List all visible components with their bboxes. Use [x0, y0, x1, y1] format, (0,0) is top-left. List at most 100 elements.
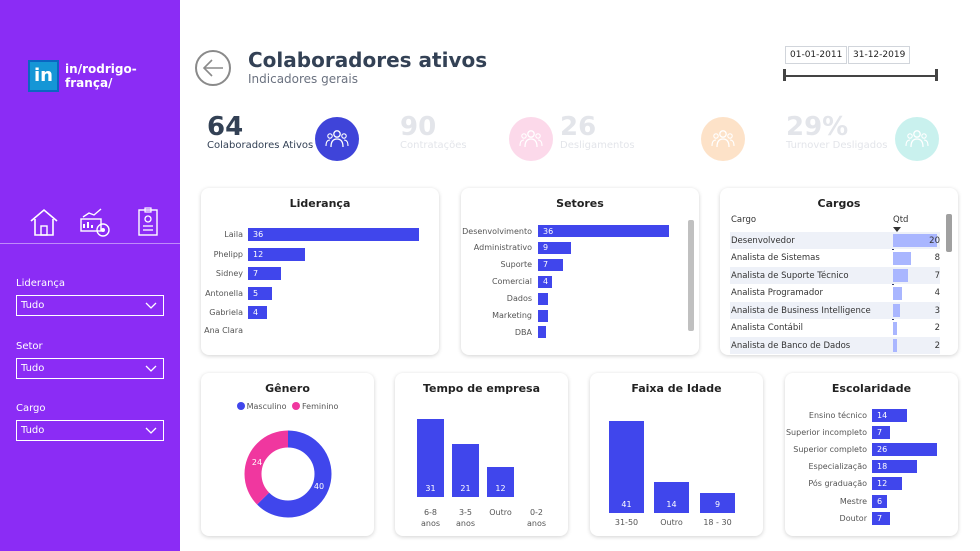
col-header-cargo[interactable]: Cargo — [731, 215, 757, 225]
bar[interactable]: 9 — [538, 241, 571, 254]
bar[interactable]: 7 — [538, 258, 563, 271]
setores-card: Setores Desenvolvimento 36 Administrativo 9… — [461, 188, 699, 355]
escolaridade-row[interactable]: Superior completo 26 — [785, 443, 937, 457]
qtd-bar — [893, 339, 898, 352]
kpi-0[interactable]: 64 Colaboradores Ativos — [207, 112, 313, 151]
table-row[interactable]: Analista de Business Intelligence 3 — [730, 302, 940, 319]
lideranca-row[interactable]: Phelipp 12 — [201, 247, 305, 261]
bar[interactable]: 12 — [487, 466, 514, 497]
table-row[interactable]: Analista de Sistemas 8 — [730, 249, 940, 267]
setores-scrollbar[interactable] — [688, 220, 694, 331]
bar[interactable]: 9 — [700, 492, 735, 513]
cargos-card: Cargos Cargo Qtd Desenvolvedor 20 Analista… — [720, 188, 958, 355]
lideranca-card: Liderança Laila 36 Phelipp 12 Sidney 7 Antonel… — [201, 188, 439, 355]
kpi-people-icon — [315, 117, 359, 161]
bar-value: 14 — [666, 499, 677, 509]
setores-row[interactable]: Marketing — [461, 309, 549, 322]
bar[interactable]: 14 — [872, 409, 907, 422]
bar-category: Dados — [506, 294, 532, 304]
setores-row[interactable]: Administrativo 9 — [461, 241, 571, 254]
bar[interactable]: 18 — [872, 460, 917, 474]
table-row[interactable]: Analista Contábil 2 — [730, 319, 940, 337]
lideranca-row[interactable]: Antonella 5 — [201, 286, 272, 300]
date-end-input[interactable]: 31-12-2019 — [848, 46, 911, 64]
bar-category-line1: 3-5 — [458, 508, 473, 517]
bar[interactable]: 36 — [248, 228, 419, 241]
setor-select[interactable]: Tudo — [16, 358, 164, 379]
escolaridade-row[interactable]: Doutor 7 — [785, 511, 890, 525]
bar[interactable]: 7 — [872, 426, 890, 440]
kpi-1[interactable]: 90 Contratações — [400, 112, 467, 151]
cargo-name: Analista de Business Intelligence — [731, 305, 871, 316]
lideranca-row[interactable]: Laila 36 — [201, 228, 419, 241]
escolaridade-row[interactable]: Superior incompleto 7 — [785, 426, 890, 440]
date-slider-end-handle[interactable] — [935, 69, 938, 81]
bar-category: Especialização — [808, 462, 868, 472]
bar[interactable]: 14 — [654, 481, 689, 513]
setores-row[interactable]: Dados — [461, 292, 549, 305]
bar[interactable] — [538, 309, 549, 322]
table-row[interactable]: Desenvolvedor 20 — [730, 232, 940, 249]
lideranca-row[interactable]: Gabriela 4 — [201, 306, 267, 320]
setores-row[interactable]: Comercial 4 — [461, 275, 553, 288]
cargos-scrollbar[interactable] — [946, 214, 952, 252]
bar[interactable]: 41 — [609, 421, 644, 513]
date-slider-track[interactable] — [785, 75, 937, 77]
bar[interactable]: 31 — [417, 419, 444, 497]
lideranca-row[interactable]: Ana Clara — [201, 326, 248, 335]
bar-category-line2: anos — [455, 519, 476, 528]
col-header-qtd[interactable]: Qtd — [893, 215, 908, 235]
qtd-value: 3 — [934, 305, 940, 316]
linkedin-logo[interactable]: in in/rodrigo-frança/ — [28, 60, 180, 92]
donut-slice-female[interactable] — [244, 430, 332, 518]
linkedin-icon: in — [28, 60, 60, 92]
idade-card: Faixa de Idade 41 31-50 14 Outro 9 18 - 30 — [590, 373, 763, 536]
bar[interactable]: 4 — [248, 306, 267, 320]
lideranca-select[interactable]: Tudo — [16, 295, 164, 316]
setores-row[interactable]: Desenvolvimento 36 — [461, 225, 669, 237]
bar[interactable] — [538, 292, 549, 305]
kpi-2[interactable]: 26 Desligamentos — [560, 112, 635, 151]
bar[interactable] — [538, 326, 546, 339]
bar[interactable]: 26 — [872, 443, 937, 457]
genero-card: Gênero Masculino Feminino 40 24 — [201, 373, 374, 536]
table-row[interactable]: Analista de Banco de Dados 2 — [730, 337, 940, 354]
home-icon[interactable] — [26, 204, 62, 240]
bar[interactable]: 7 — [248, 267, 282, 281]
bar[interactable]: 4 — [538, 275, 553, 288]
table-row[interactable]: Analista Programador 4 — [730, 284, 940, 302]
setores-row[interactable]: Suporte 7 — [461, 258, 563, 271]
escolaridade-card: Escolaridade Ensino técnico 14 Superior in… — [785, 373, 958, 536]
chart-analytics-icon[interactable] — [78, 204, 114, 240]
bar[interactable]: 6 — [872, 494, 887, 508]
bar-category: Mestre — [839, 496, 867, 506]
bar[interactable]: 7 — [872, 511, 890, 525]
escolaridade-row[interactable]: Especialização 18 — [785, 460, 917, 474]
qtd-value: 4 — [934, 288, 940, 298]
table-row[interactable]: Analista de Suporte Técnico 7 — [730, 267, 940, 284]
bar[interactable]: 12 — [248, 247, 305, 261]
lideranca-row[interactable]: Sidney 7 — [201, 267, 282, 281]
qtd-bar — [893, 234, 937, 247]
badge-icon[interactable] — [130, 204, 166, 240]
escolaridade-row[interactable]: Pós graduação 12 — [785, 477, 902, 491]
setores-row[interactable]: DBA — [461, 326, 546, 339]
back-button[interactable] — [195, 50, 231, 86]
bar-category: 0-2 anos — [517, 507, 556, 529]
cargo-name: Analista de Banco de Dados — [731, 340, 851, 351]
card-title: Escolaridade — [831, 382, 912, 395]
bar-category: Marketing — [492, 311, 532, 320]
select-value: Tudo — [21, 425, 45, 436]
filter-label: Setor — [16, 341, 43, 352]
bar-category: Doutor — [839, 513, 867, 523]
escolaridade-row[interactable]: Ensino técnico 14 — [785, 409, 907, 422]
date-start-input[interactable]: 01-01-2011 — [785, 46, 848, 64]
cargo-select[interactable]: Tudo — [16, 420, 164, 441]
kpi-3[interactable]: 29% Turnover Desligados — [786, 112, 887, 151]
escolaridade-row[interactable]: Mestre 6 — [785, 494, 887, 508]
bar[interactable]: 36 — [538, 225, 669, 237]
bar[interactable]: 5 — [248, 286, 272, 300]
date-slider-start-handle[interactable] — [783, 69, 786, 81]
bar[interactable]: 21 — [452, 444, 479, 497]
bar[interactable]: 12 — [872, 477, 902, 491]
